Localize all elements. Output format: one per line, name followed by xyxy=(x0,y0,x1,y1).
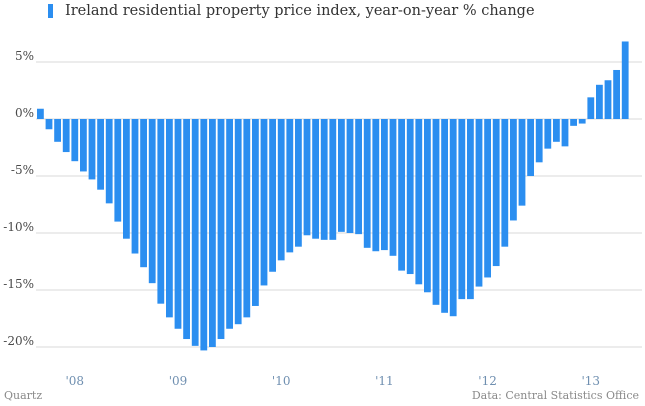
y-tick-label: 5% xyxy=(15,49,34,63)
bar xyxy=(114,119,122,222)
bar xyxy=(621,41,629,120)
bar xyxy=(432,119,440,305)
bar xyxy=(475,119,483,287)
legend-label: Ireland residential property price index… xyxy=(65,3,535,19)
bar xyxy=(613,69,620,119)
bar xyxy=(484,119,491,278)
x-tick-label: '11 xyxy=(375,374,394,388)
bar xyxy=(209,119,216,347)
bar xyxy=(527,119,534,176)
bar xyxy=(71,119,79,162)
x-tick-label: '12 xyxy=(478,374,497,388)
bar xyxy=(596,84,603,119)
bar xyxy=(97,119,104,190)
source-credit: Quartz xyxy=(4,389,43,402)
bar xyxy=(535,119,543,163)
y-axis: 5% 0% -5% -10% -15% -20% xyxy=(3,49,34,348)
bars xyxy=(37,41,629,351)
bar xyxy=(105,119,113,204)
bar xyxy=(54,119,61,142)
bar xyxy=(260,119,268,286)
bar xyxy=(389,119,397,256)
y-tick-label: -5% xyxy=(11,163,34,177)
bar xyxy=(604,80,612,119)
bar xyxy=(501,119,509,247)
bar xyxy=(467,119,474,300)
bar xyxy=(303,119,311,236)
bar xyxy=(243,119,251,318)
bar xyxy=(415,119,423,285)
legend-swatch xyxy=(48,4,53,18)
bar xyxy=(234,119,242,325)
bar xyxy=(217,119,225,340)
bar xyxy=(174,119,182,329)
bar xyxy=(286,119,294,253)
bar xyxy=(183,119,190,340)
bar xyxy=(166,119,173,318)
bar xyxy=(131,119,139,254)
y-tick-label: -15% xyxy=(3,277,34,291)
bar xyxy=(355,119,362,235)
bar xyxy=(200,119,208,351)
bar xyxy=(544,119,552,149)
bar xyxy=(277,119,285,261)
bar xyxy=(191,119,199,346)
bar xyxy=(37,108,44,119)
bar xyxy=(406,119,414,275)
bar xyxy=(570,119,577,126)
bar xyxy=(148,119,156,284)
bar xyxy=(441,119,448,313)
x-tick-label: '08 xyxy=(66,374,85,388)
bar xyxy=(518,119,526,206)
x-tick-label: '13 xyxy=(582,374,601,388)
x-tick-label: '09 xyxy=(169,374,188,388)
bar xyxy=(398,119,405,271)
bar xyxy=(312,119,319,239)
bar xyxy=(363,119,371,248)
bar xyxy=(157,119,165,304)
bar xyxy=(88,119,96,180)
bar xyxy=(578,119,586,124)
bar xyxy=(329,119,337,240)
bar xyxy=(492,119,500,267)
bar xyxy=(346,119,354,233)
bar xyxy=(123,119,130,239)
bar xyxy=(587,97,595,119)
bar xyxy=(80,119,87,172)
y-tick-label: -20% xyxy=(3,334,34,348)
bar xyxy=(424,119,431,293)
bar xyxy=(381,119,388,251)
bar xyxy=(269,119,276,272)
bar xyxy=(449,119,457,317)
y-tick-label: -10% xyxy=(3,220,34,234)
bar xyxy=(510,119,517,221)
bar xyxy=(458,119,466,300)
y-tick-label: 0% xyxy=(15,106,34,120)
legend: Ireland residential property price index… xyxy=(48,3,535,19)
x-axis: '08 '09 '10 '11 '12 '13 xyxy=(66,374,601,388)
bar xyxy=(338,119,345,232)
bar xyxy=(252,119,259,306)
bar xyxy=(45,119,53,130)
bar xyxy=(295,119,302,247)
bar xyxy=(320,119,328,240)
bar xyxy=(561,119,569,147)
bar xyxy=(140,119,147,268)
bar xyxy=(226,119,233,329)
x-tick-label: '10 xyxy=(272,374,291,388)
data-source: Data: Central Statistics Office xyxy=(471,389,639,402)
bar xyxy=(372,119,380,252)
bar xyxy=(553,119,560,142)
bar xyxy=(62,119,70,153)
